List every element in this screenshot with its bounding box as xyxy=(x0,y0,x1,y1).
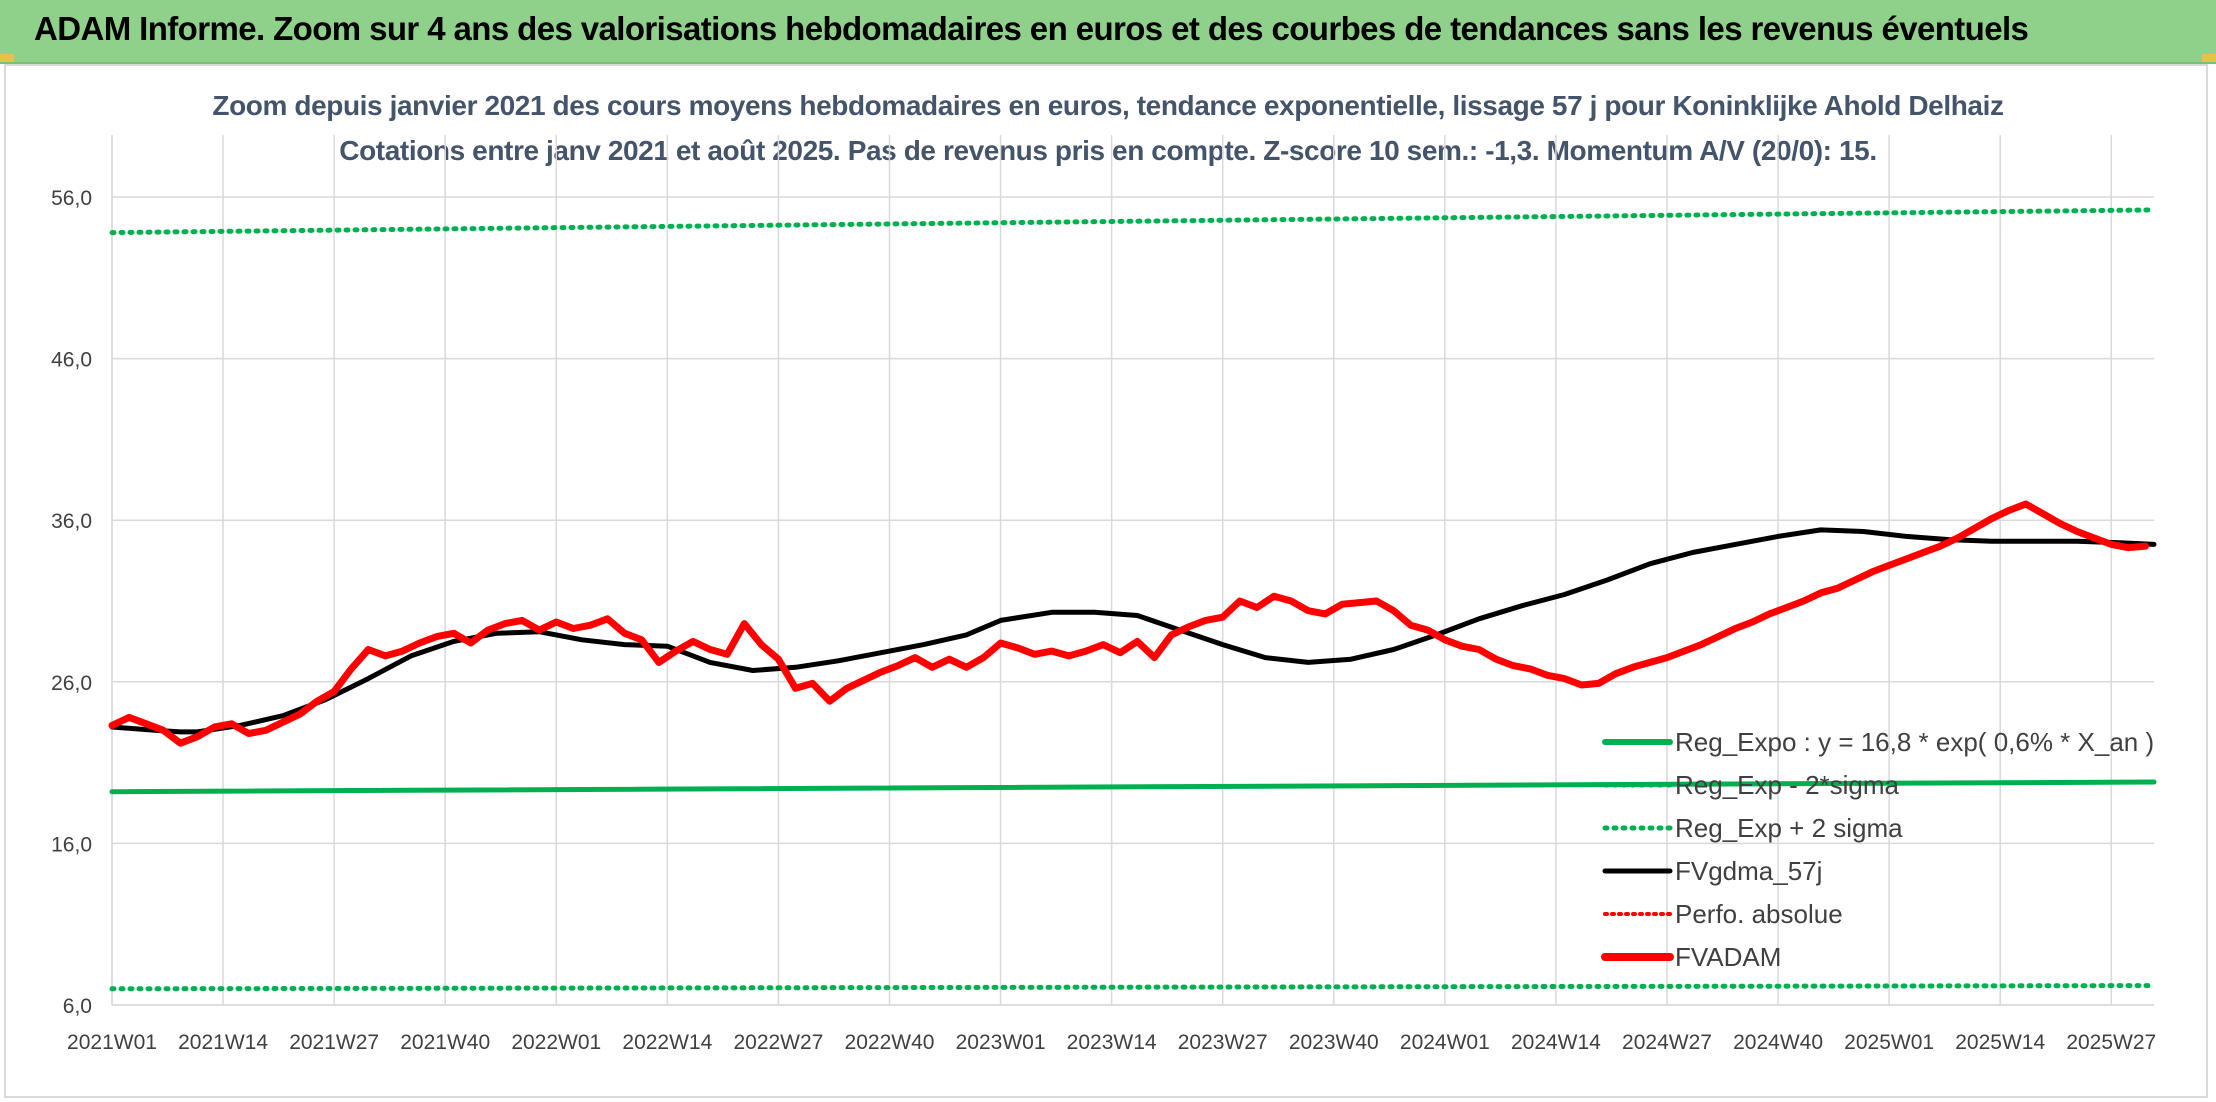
legend-label: Reg_Exp - 2*sigma xyxy=(1675,770,1900,800)
series-reg-exp-minus-2-sigma xyxy=(109,983,2157,992)
y-axis-tick-labels: 6,0 16,0 26,0 36,0 46,0 56,0 xyxy=(51,187,92,1018)
chart-title-line-1: Zoom depuis janvier 2021 des cours moyen… xyxy=(212,90,2004,121)
legend-label: FVgdma_57j xyxy=(1675,856,1822,886)
y-tick-label: 16,0 xyxy=(51,833,92,856)
series-fvadam xyxy=(108,500,2149,747)
banner-corner-left xyxy=(0,54,14,62)
x-tick-label: 2021W27 xyxy=(289,1031,379,1054)
x-tick-label: 2024W14 xyxy=(1511,1031,1601,1054)
x-tick-label: 2022W40 xyxy=(845,1031,935,1054)
chart-area-border xyxy=(4,64,2208,1098)
y-tick-label: 6,0 xyxy=(63,995,92,1018)
series-lines xyxy=(108,207,2157,992)
y-tick-label: 26,0 xyxy=(51,672,92,695)
x-tick-label: 2022W27 xyxy=(733,1031,823,1054)
chart-title-line-2: Cotations entre janv 2021 et août 2025. … xyxy=(339,135,1877,166)
legend-label: Reg_Exp + 2 sigma xyxy=(1675,813,1903,843)
banner-corner-right xyxy=(2202,54,2216,62)
x-tick-label: 2021W01 xyxy=(67,1031,157,1054)
x-axis-tick-labels: 2021W01 2021W14 2021W27 2021W40 2022W01 2022W… xyxy=(67,1031,2156,1054)
x-tick-label: 2023W14 xyxy=(1067,1031,1157,1054)
legend-item-fvgdma-57j: FVgdma_57j xyxy=(1602,856,1822,886)
legend-item-fvadam: FVADAM xyxy=(1601,942,1781,972)
x-tick-label: 2023W01 xyxy=(956,1031,1046,1054)
x-tick-label: 2024W27 xyxy=(1622,1031,1712,1054)
series-fvgdma-57j xyxy=(109,527,2157,735)
x-tick-label: 2025W01 xyxy=(1844,1031,1934,1054)
legend-label: FVADAM xyxy=(1675,942,1781,972)
banner-title: ADAM Informe. Zoom sur 4 ans des valoris… xyxy=(34,10,2029,47)
legend-item-reg-expo: Reg_Expo : y = 16,8 * exp( 0,6% * X_an ) xyxy=(1602,727,2154,757)
x-tick-label: 2025W27 xyxy=(2066,1031,2156,1054)
legend: Reg_Expo : y = 16,8 * exp( 0,6% * X_an )… xyxy=(1601,727,2154,972)
legend-label: Perfo. absolue xyxy=(1675,899,1843,929)
series-reg-expo xyxy=(109,779,2157,795)
x-tick-label: 2021W40 xyxy=(400,1031,490,1054)
y-tick-label: 36,0 xyxy=(51,510,92,533)
series-reg-exp-plus-2-sigma xyxy=(109,207,2157,236)
y-tick-label: 46,0 xyxy=(51,349,92,372)
y-tick-label: 56,0 xyxy=(51,187,92,210)
legend-item-reg-exp-plus-2-sigma: Reg_Exp + 2 sigma xyxy=(1602,813,1903,843)
x-tick-label: 2023W27 xyxy=(1178,1031,1268,1054)
gridlines xyxy=(111,135,2154,1006)
x-tick-label: 2024W40 xyxy=(1733,1031,1823,1054)
legend-item-reg-exp-minus-2-sigma: Reg_Exp - 2*sigma xyxy=(1602,770,1900,800)
legend-label: Reg_Expo : y = 16,8 * exp( 0,6% * X_an ) xyxy=(1675,727,2154,757)
x-tick-label: 2022W01 xyxy=(511,1031,601,1054)
legend-item-perfo-absolue: Perfo. absolue xyxy=(1603,899,1843,929)
x-tick-label: 2023W40 xyxy=(1289,1031,1379,1054)
report-banner: ADAM Informe. Zoom sur 4 ans des valoris… xyxy=(0,0,2216,64)
x-tick-label: 2022W14 xyxy=(622,1031,712,1054)
x-tick-label: 2021W14 xyxy=(178,1031,268,1054)
x-tick-label: 2025W14 xyxy=(1955,1031,2045,1054)
x-tick-label: 2024W01 xyxy=(1400,1031,1490,1054)
